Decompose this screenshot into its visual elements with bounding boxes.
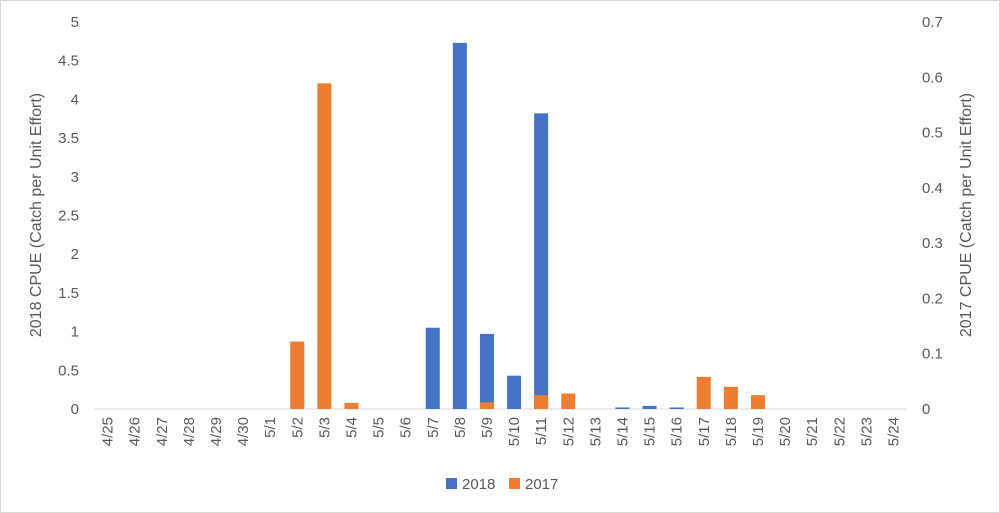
left-tick-label: 4.5 — [58, 53, 79, 70]
left-axis-title: 2018 CPUE (Catch per Unit Effort) — [28, 93, 45, 337]
bar-2018-5-10 — [507, 375, 522, 409]
x-tick-label: 5/7 — [425, 417, 442, 438]
x-tick-label: 5/2 — [289, 417, 306, 438]
series-2017-bars — [290, 83, 765, 410]
series-2018-bars — [425, 42, 684, 410]
x-tick-label: 5/6 — [398, 417, 415, 438]
x-tick-label: 5/8 — [452, 417, 469, 438]
x-tick-label: 5/12 — [560, 417, 577, 446]
left-tick-label: 3.5 — [58, 130, 79, 147]
x-tick-label: 5/23 — [858, 417, 875, 446]
bar-2017-5-2 — [290, 341, 305, 409]
right-tick-label: 0.5 — [922, 125, 943, 142]
right-axis-ticks: 0 0.1 0.2 0.3 0.4 0.5 0.6 0.7 — [922, 14, 943, 418]
x-tick-label: 5/15 — [642, 417, 659, 446]
x-tick-label: 5/16 — [669, 417, 686, 446]
left-tick-label: 3 — [71, 169, 79, 186]
bar-2018-5-11 — [534, 113, 549, 409]
legend: 2018 2017 — [446, 476, 558, 493]
left-tick-label: 1 — [71, 324, 79, 341]
x-tick-label: 5/4 — [343, 417, 360, 438]
left-tick-label: 2.5 — [58, 208, 79, 225]
bar-2017-5-11 — [534, 395, 549, 409]
x-tick-label: 5/22 — [831, 417, 848, 446]
x-tick-label: 5/21 — [804, 417, 821, 446]
right-tick-label: 0.6 — [922, 69, 943, 86]
x-tick-label: 5/13 — [587, 417, 604, 446]
left-tick-label: 2 — [71, 246, 79, 263]
right-tick-label: 0.1 — [922, 346, 943, 363]
x-tick-label: 4/25 — [100, 417, 117, 446]
x-tick-label: 5/19 — [750, 417, 767, 446]
x-tick-label: 5/10 — [506, 417, 523, 446]
left-axis-ticks: 0 0.5 1 1.5 2 2.5 3 3.5 4 4.5 5 — [58, 14, 79, 418]
bar-2018-5-16 — [669, 407, 684, 409]
bar-2017-5-18 — [723, 386, 738, 409]
x-tick-label: 4/30 — [235, 417, 252, 446]
bar-2018-5-14 — [615, 407, 630, 409]
x-tick-label: 5/11 — [533, 417, 550, 445]
bar-2018-5-9 — [479, 333, 494, 409]
left-tick-label: 0 — [71, 401, 79, 418]
legend-label-2017: 2017 — [525, 476, 558, 493]
x-tick-label: 5/5 — [371, 417, 388, 438]
bar-2018-5-15 — [642, 405, 657, 409]
bar-2017-5-9 — [479, 402, 494, 409]
left-tick-label: 1.5 — [58, 285, 79, 302]
right-tick-label: 0.4 — [922, 180, 943, 197]
x-tick-label: 5/14 — [614, 417, 631, 446]
x-tick-label: 5/20 — [777, 417, 794, 446]
right-tick-label: 0 — [922, 401, 930, 418]
right-axis-title: 2017 CPUE (Catch per Unit Effort) — [958, 93, 975, 337]
left-tick-label: 4 — [71, 91, 79, 108]
bar-2018-5-8 — [452, 42, 467, 410]
x-tick-label: 4/29 — [208, 417, 225, 446]
bar-2017-5-17 — [696, 376, 711, 409]
x-tick-label: 4/26 — [127, 417, 144, 446]
right-tick-label: 0.7 — [922, 14, 943, 31]
x-tick-label: 5/3 — [316, 417, 333, 438]
x-tick-label: 5/17 — [696, 417, 713, 446]
bar-2017-5-4 — [344, 402, 359, 409]
legend-label-2018: 2018 — [462, 476, 495, 493]
left-tick-label: 5 — [71, 14, 79, 31]
bar-2017-5-12 — [561, 393, 576, 409]
x-tick-label: 5/9 — [479, 417, 496, 438]
x-tick-label: 4/27 — [154, 417, 171, 446]
bar-2017-5-3 — [317, 83, 332, 410]
x-tick-label: 5/18 — [723, 417, 740, 446]
x-tick-label: 5/24 — [885, 417, 902, 446]
x-axis-ticks: 4/25 4/26 4/27 4/28 4/29 4/30 5/1 5/2 5/3 5/4 5/5 5… — [100, 417, 903, 446]
legend-swatch-2017 — [509, 478, 520, 489]
x-tick-label: 4/28 — [181, 417, 198, 446]
right-tick-label: 0.2 — [922, 290, 943, 307]
bar-2017-5-19 — [750, 395, 765, 409]
x-tick-label: 5/1 — [262, 417, 279, 438]
legend-swatch-2018 — [446, 478, 457, 489]
left-tick-label: 0.5 — [58, 362, 79, 379]
bar-2018-5-7 — [425, 327, 440, 409]
right-tick-label: 0.3 — [922, 235, 943, 252]
